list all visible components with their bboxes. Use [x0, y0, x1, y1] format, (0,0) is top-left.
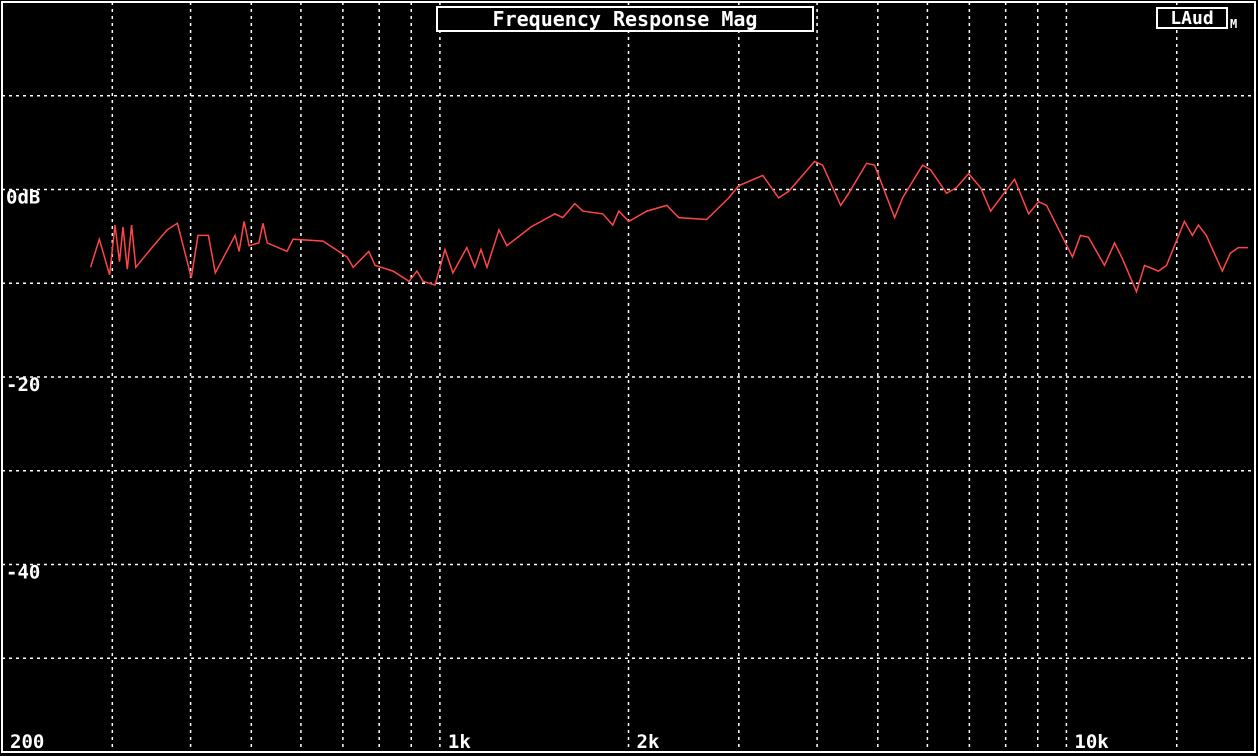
- x-tick-label: 2k: [637, 731, 660, 753]
- y-tick-label: -40: [6, 562, 40, 584]
- title-box: [436, 6, 814, 32]
- badge-subscript: M: [1230, 17, 1237, 31]
- x-tick-label: 1k: [448, 731, 471, 753]
- badge: LAud: [1170, 8, 1213, 29]
- badge-box: [1156, 7, 1228, 29]
- y-tick-label: 0dB: [6, 187, 40, 209]
- x-tick-label: 200: [10, 731, 44, 753]
- x-tick-label: 10k: [1074, 731, 1109, 753]
- chart-title: Frequency Response Mag: [493, 7, 758, 31]
- y-tick-label: -20: [6, 374, 40, 396]
- response-line: [89, 160, 1249, 294]
